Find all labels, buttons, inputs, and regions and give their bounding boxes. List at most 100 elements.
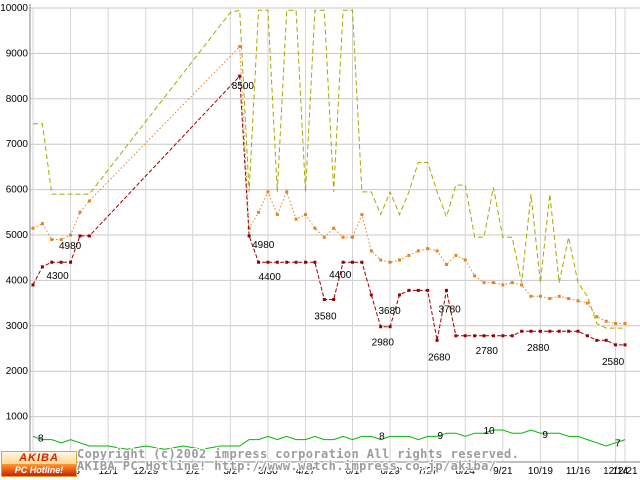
series-average-price-marker <box>529 294 533 298</box>
series-average-price-marker <box>426 247 430 251</box>
series-lowest-price-marker <box>491 334 495 338</box>
series-average-price-marker <box>576 299 580 303</box>
series-lowest-price-marker <box>360 260 364 264</box>
series-lowest-price-marker <box>538 329 542 333</box>
series-average-price-marker <box>463 258 467 262</box>
series-average-price-marker <box>416 249 420 253</box>
series-shop-count-line <box>32 429 626 450</box>
series-lowest-price-marker <box>322 297 326 301</box>
x-tick-label: 2/2 <box>186 466 200 477</box>
series-lowest-price-marker <box>548 329 552 333</box>
series-average-price-marker <box>275 213 279 217</box>
x-tick-label: 4/27 <box>296 466 316 477</box>
y-tick-label: 5000 <box>6 230 29 241</box>
shop-count-label: 10 <box>483 426 495 437</box>
x-tick-label: 6/29 <box>380 466 400 477</box>
price-value-label: 4300 <box>46 271 69 282</box>
shop-count-label: 8 <box>38 433 44 444</box>
price-value-label: 4400 <box>259 272 282 283</box>
series-average-price-marker <box>379 258 383 262</box>
series-lowest-price-marker <box>266 260 270 264</box>
series-lowest-price-marker <box>313 260 317 264</box>
series-average-price-marker <box>548 297 552 301</box>
series-lowest-price-marker <box>40 265 44 269</box>
series-lowest-price-marker <box>482 334 486 338</box>
series-average-price-marker <box>407 253 411 257</box>
series-lowest-price-marker <box>294 260 298 264</box>
y-tick-label: 3000 <box>6 321 29 332</box>
series-average-price-marker <box>78 210 82 214</box>
price-value-label: 3780 <box>438 304 461 315</box>
series-average-price-line <box>32 45 625 324</box>
akiba-pc-hotline-logo: AKIBA PC Hotline! <box>1 451 77 477</box>
series-lowest-price-marker <box>604 338 608 342</box>
series-average-price-marker <box>350 235 354 239</box>
series-average-price-marker <box>501 283 505 287</box>
series-lowest-price-marker <box>585 334 589 338</box>
series-average-price-marker <box>266 190 270 194</box>
series-average-price-marker <box>69 233 73 237</box>
series-lowest-price-marker <box>529 329 533 333</box>
series-lowest-price-marker <box>520 329 524 333</box>
price-value-label: 4980 <box>59 241 82 252</box>
copyright-text: Copyright (c)2002 impress corporation Al… <box>77 447 520 461</box>
series-average-price-marker <box>557 294 561 298</box>
series-lowest-price-marker <box>31 283 35 287</box>
series-lowest-price-marker <box>397 293 401 297</box>
x-tick-label: 12/14 <box>603 466 628 477</box>
series-average-price-marker <box>473 274 477 278</box>
series-lowest-price-marker <box>247 234 251 238</box>
series-lowest-price-marker <box>426 288 430 292</box>
series-average-price-marker <box>369 249 373 253</box>
site-credit-text: AKIBA PC Hotline! http://www.watch.impre… <box>77 459 497 473</box>
series-average-price-marker <box>491 281 495 285</box>
series-average-price-marker <box>59 238 63 242</box>
series-lowest-price-marker <box>595 338 599 342</box>
price-value-label: 2580 <box>602 357 625 368</box>
price-value-label: 2780 <box>476 346 499 357</box>
series-lowest-price-marker <box>416 288 420 292</box>
price-value-label: 3680 <box>378 306 401 317</box>
series-lowest-price-marker <box>257 260 261 264</box>
series-average-price-marker <box>332 226 336 230</box>
series-lowest-price-marker <box>59 260 63 264</box>
series-average-price-marker <box>482 281 486 285</box>
series-lowest-price-marker <box>87 234 91 238</box>
price-value-label: 4400 <box>329 270 352 281</box>
series-average-price-marker <box>614 322 618 326</box>
series-lowest-price-marker <box>388 325 392 329</box>
series-lowest-price-marker <box>285 260 289 264</box>
x-tick-label: 12/29 <box>133 466 158 477</box>
series-highest-price-line <box>33 9 625 329</box>
series-lowest-price-marker <box>332 297 336 301</box>
x-tick-label: 3/30 <box>258 466 278 477</box>
series-lowest-price-marker <box>435 338 439 342</box>
y-tick-label: 7000 <box>6 139 29 150</box>
series-average-price-marker <box>444 263 448 267</box>
series-lowest-price-marker <box>510 334 514 338</box>
y-tick-label: 9000 <box>6 48 29 59</box>
price-value-label: 2680 <box>428 352 451 363</box>
series-average-price-marker <box>388 260 392 264</box>
x-tick-label: 11/16 <box>566 466 591 477</box>
series-lowest-price-marker <box>567 329 571 333</box>
x-tick-label: 12/21 <box>612 466 637 477</box>
series-lowest-price-marker <box>407 288 411 292</box>
series-lowest-price-marker <box>69 260 73 264</box>
price-value-label: 8500 <box>232 81 255 92</box>
x-tick-label: 12/1 <box>98 466 118 477</box>
x-tick-label: 3/2 <box>223 466 237 477</box>
price-value-label: 3580 <box>314 311 337 322</box>
series-lowest-price-marker <box>501 334 505 338</box>
series-average-price-marker <box>454 253 458 257</box>
series-lowest-price-marker <box>304 260 308 264</box>
price-value-label: 2980 <box>372 338 395 349</box>
series-lowest-price-marker <box>238 74 242 78</box>
price-value-label: 4980 <box>252 240 275 251</box>
series-average-price-marker <box>623 322 627 326</box>
series-lowest-price-marker <box>379 325 383 329</box>
y-tick-label: 1000 <box>6 412 29 423</box>
series-average-price-marker <box>87 199 91 203</box>
shop-count-label: 8 <box>379 431 385 442</box>
